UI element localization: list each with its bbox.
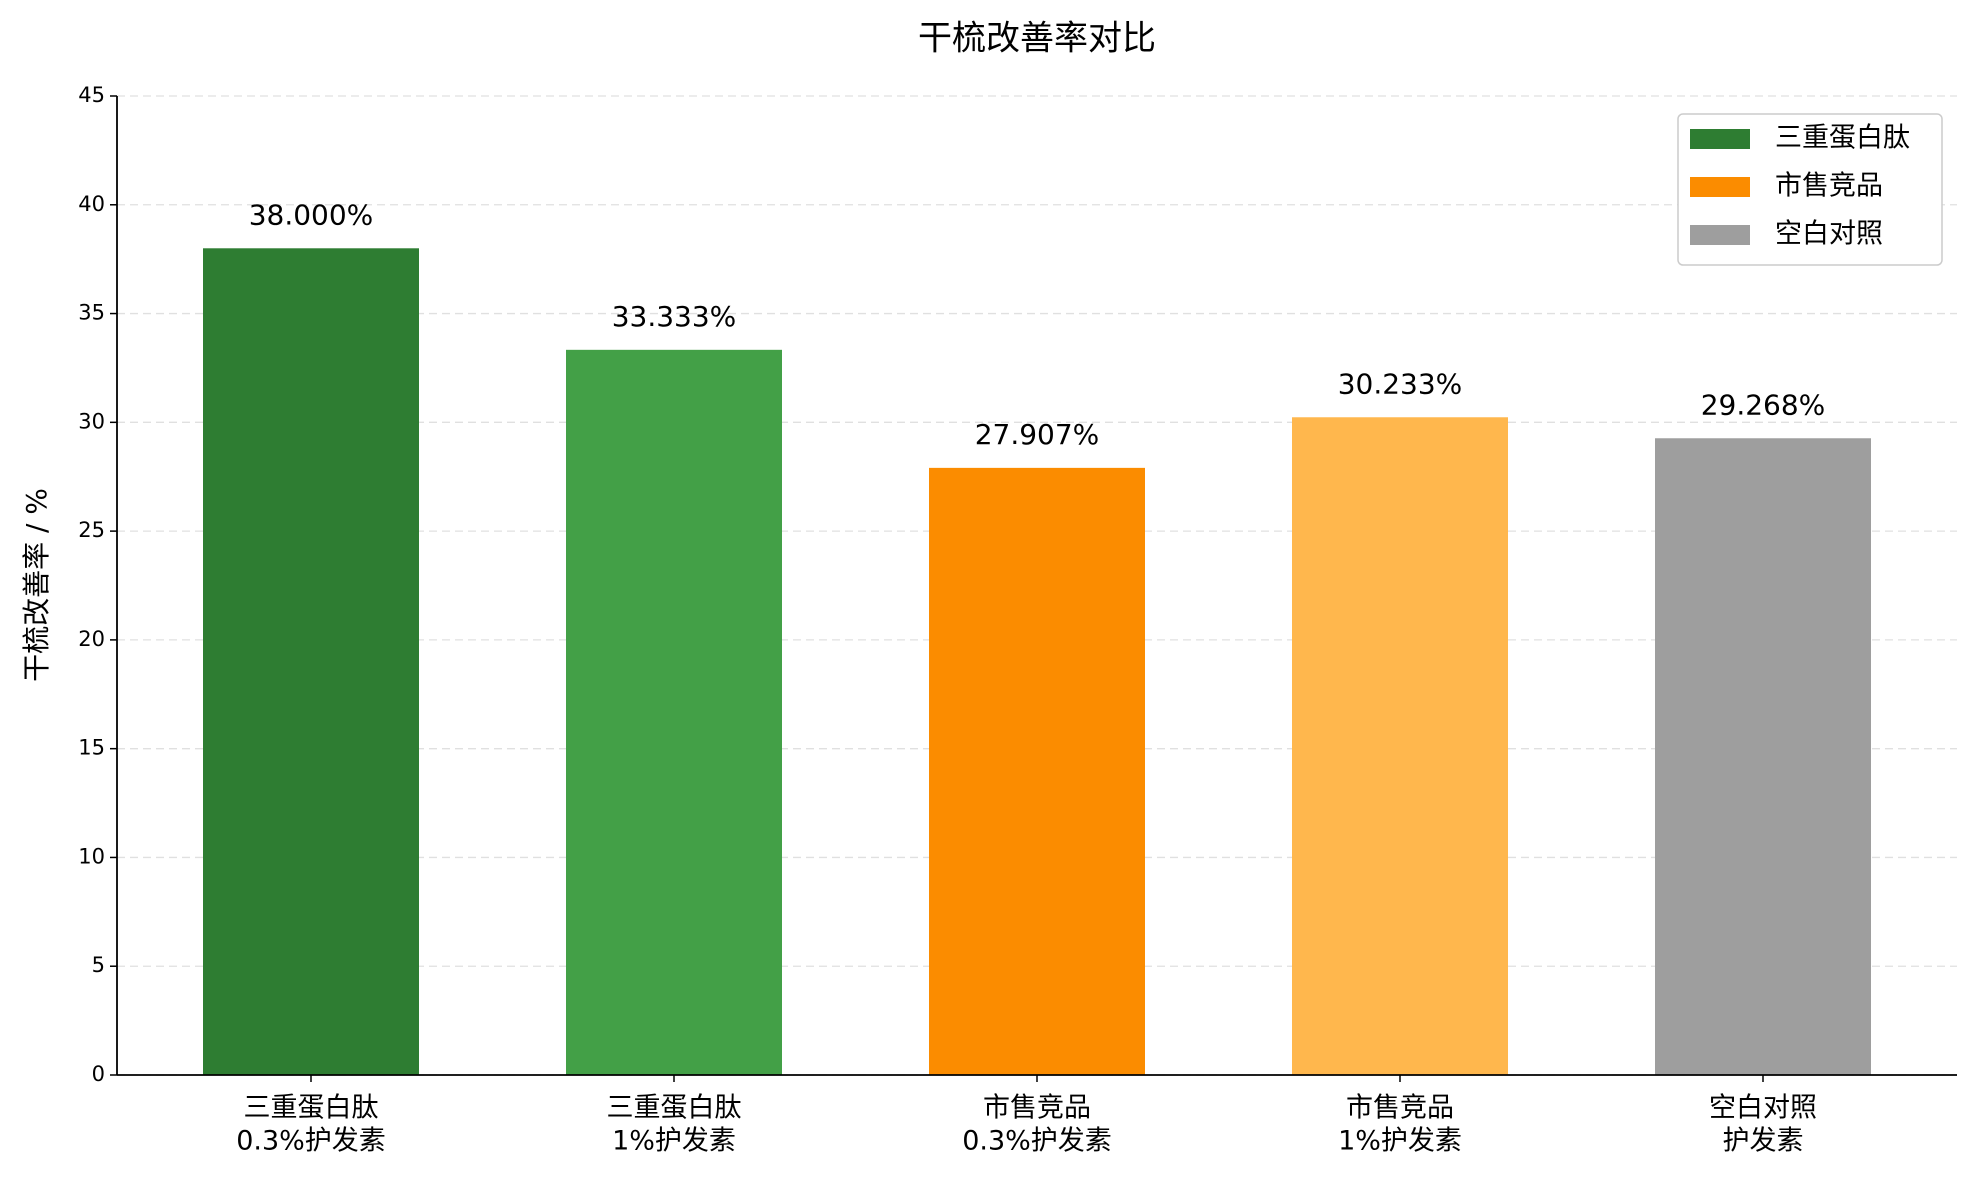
chart-title: 干梳改善率对比 <box>918 19 1156 59</box>
legend-label: 空白对照 <box>1775 219 1883 250</box>
legend-label: 三重蛋白肽 <box>1775 123 1910 154</box>
x-tick-label: 三重蛋白肽 <box>244 1093 379 1124</box>
value-label: 27.907% <box>975 418 1100 451</box>
x-tick-label: 0.3%护发素 <box>236 1126 386 1157</box>
value-label: 33.333% <box>612 300 737 333</box>
y-tick-label: 0 <box>92 1062 105 1086</box>
value-label: 30.233% <box>1338 367 1463 400</box>
legend-swatch <box>1690 129 1750 149</box>
x-tick-label: 1%护发素 <box>612 1126 736 1157</box>
value-label: 38.000% <box>249 198 374 231</box>
x-tick-label: 市售竞品 <box>1346 1093 1454 1124</box>
y-tick-label: 5 <box>92 953 105 977</box>
legend-swatch <box>1690 225 1750 245</box>
y-tick-label: 15 <box>78 736 105 760</box>
bar <box>1292 417 1508 1075</box>
y-axis-label: 干梳改善率 / % <box>20 488 53 682</box>
bar <box>203 248 419 1076</box>
x-tick-label: 三重蛋白肽 <box>607 1093 742 1124</box>
x-tick-label: 空白对照 <box>1709 1093 1817 1124</box>
y-tick-label: 25 <box>78 518 105 542</box>
x-tick-label: 1%护发素 <box>1338 1126 1462 1157</box>
x-tick-label: 0.3%护发素 <box>962 1126 1112 1157</box>
x-tick-label: 护发素 <box>1723 1126 1804 1157</box>
y-tick-label: 30 <box>78 409 105 433</box>
bar <box>1655 438 1871 1075</box>
legend-swatch <box>1690 177 1750 197</box>
bar <box>929 467 1145 1076</box>
y-tick-label: 45 <box>78 83 105 107</box>
y-tick-label: 10 <box>78 844 105 868</box>
x-tick-label: 市售竞品 <box>983 1093 1091 1124</box>
bar <box>566 349 782 1076</box>
legend-label: 市售竞品 <box>1775 171 1883 202</box>
y-tick-label: 35 <box>78 301 105 325</box>
y-tick-label: 40 <box>78 192 105 216</box>
value-label: 29.268% <box>1701 388 1826 421</box>
y-tick-label: 20 <box>78 627 105 651</box>
